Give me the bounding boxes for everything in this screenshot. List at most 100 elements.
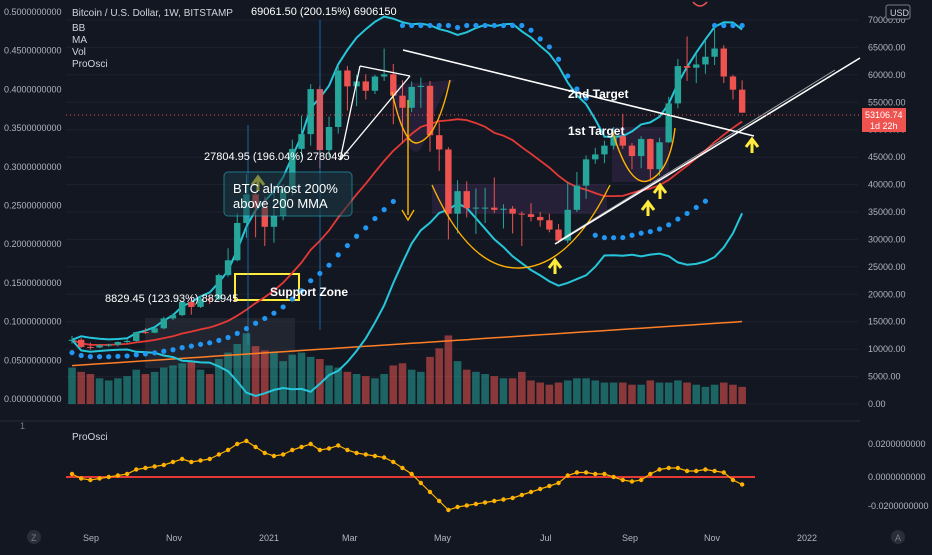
volume-bar — [628, 384, 636, 404]
price-axis-left[interactable]: 0.5000000000 0.4500000000 0.4000000000 0.35… — [4, 7, 62, 404]
oscillator-dot — [271, 453, 277, 459]
volume-bar — [380, 374, 388, 404]
candle-body — [693, 64, 700, 68]
sar-dot — [216, 337, 222, 343]
sar-dot — [730, 22, 736, 29]
candle-body — [527, 214, 535, 217]
oscillator-dot — [381, 455, 387, 460]
oscillator-title: ProOsci — [72, 432, 108, 443]
sar-dot — [555, 56, 562, 62]
candle-body — [307, 89, 314, 135]
up-arrow-icon — [652, 182, 668, 199]
oscillator-dot — [363, 452, 368, 457]
time-axis[interactable]: Sep Nov 2021 Mar May Jul Sep Nov 2022 — [83, 533, 817, 543]
volume-bar — [297, 352, 306, 404]
volume-bar — [251, 346, 260, 404]
price-axis-right[interactable]: 70000.0065000.0060000.0055000.0050000.00… — [868, 15, 906, 409]
candle-body — [426, 85, 434, 136]
oscillator-dot — [225, 447, 231, 453]
volume-bar — [518, 371, 526, 404]
oscillator-dot — [501, 497, 506, 502]
price-tick-label: 10000.00 — [868, 344, 906, 354]
candle-body — [683, 66, 691, 68]
oscillator-dot — [106, 474, 111, 480]
volume-bar — [325, 365, 333, 404]
volume-bar — [306, 356, 315, 404]
candle-body — [500, 208, 507, 210]
volume-bars — [68, 333, 746, 404]
price-tick-label: 30000.00 — [868, 234, 906, 244]
price-tick-label: 5000.00 — [868, 372, 901, 382]
volume-bar — [692, 384, 701, 404]
support-trendline[interactable] — [554, 57, 861, 245]
top-annotation: 69061.50 (200.15%) 6906150 — [251, 6, 397, 18]
cup-curve-2 — [431, 184, 611, 269]
sar-dot — [152, 350, 158, 356]
candle-body — [408, 86, 415, 108]
sar-dot — [161, 348, 167, 354]
timezone-icon[interactable] — [27, 530, 41, 544]
volume-bar — [77, 371, 85, 404]
oscillator-dot — [308, 441, 313, 447]
volume-bar — [352, 374, 361, 404]
volume-bar — [710, 384, 719, 404]
currency-badge[interactable] — [885, 4, 911, 20]
support-zone-box[interactable] — [234, 273, 300, 301]
candle-body — [261, 207, 268, 227]
oscillator-dot — [629, 479, 635, 484]
oscillator-dot — [648, 471, 653, 477]
volume-bar — [481, 374, 489, 404]
candle-body — [601, 145, 608, 155]
oscillator-dot — [161, 462, 166, 468]
candle-body — [665, 103, 672, 143]
candle-body — [114, 342, 122, 345]
candle-body — [371, 76, 379, 91]
volume-bar — [86, 374, 95, 404]
oscillator-dot — [244, 438, 249, 444]
alert-icon[interactable] — [692, 1, 708, 7]
oscillator-axis[interactable]: 0.0200000000 0.0000000000 -0.0200000000 — [868, 439, 929, 511]
candle-body — [142, 332, 149, 334]
support-zone-label: Support Zone — [270, 285, 348, 299]
sar-dot — [271, 310, 277, 316]
volume-bar — [141, 374, 150, 404]
osc-tick-label: 0.0000000000 — [868, 472, 926, 482]
candle-body — [592, 154, 599, 160]
candle-body — [417, 85, 425, 87]
pane-marker: 1 — [20, 421, 25, 431]
price-tick-label: 55000.00 — [868, 97, 906, 107]
auto-scale-icon[interactable] — [891, 530, 905, 544]
candle-body — [720, 48, 727, 77]
sar-dot — [298, 288, 305, 294]
price-tick-label: 15000.00 — [868, 317, 906, 327]
oscillator-dot — [657, 467, 662, 472]
oscillator-dot — [537, 486, 543, 492]
sar-dot — [656, 226, 663, 232]
sar-dot — [693, 204, 699, 211]
candle-body — [555, 229, 562, 241]
volume-bar — [361, 376, 370, 404]
oscillator-dot — [235, 441, 240, 447]
volume-bar — [536, 382, 544, 404]
oscillator-dot — [78, 476, 84, 481]
sar-dot — [702, 198, 709, 204]
candle-body — [77, 339, 85, 347]
oscillator-dot — [684, 468, 690, 474]
volume-bar — [316, 359, 324, 404]
sar-dot — [546, 44, 552, 50]
volume-bar — [233, 344, 242, 404]
volume-bar — [664, 382, 673, 404]
oscillator-dot — [464, 503, 469, 508]
ma-short-line — [71, 118, 743, 346]
resistance-trendline[interactable] — [402, 49, 755, 137]
sar-dot — [418, 22, 424, 29]
oscillator-dot — [482, 500, 488, 505]
candle-body — [68, 339, 76, 341]
candle-body — [481, 207, 489, 209]
time-tick-label: 2021 — [259, 533, 279, 543]
volume-bar — [104, 380, 113, 404]
volume-bar — [398, 363, 407, 404]
candle-body — [399, 95, 406, 108]
price-tick-label: 60000.00 — [868, 70, 906, 80]
